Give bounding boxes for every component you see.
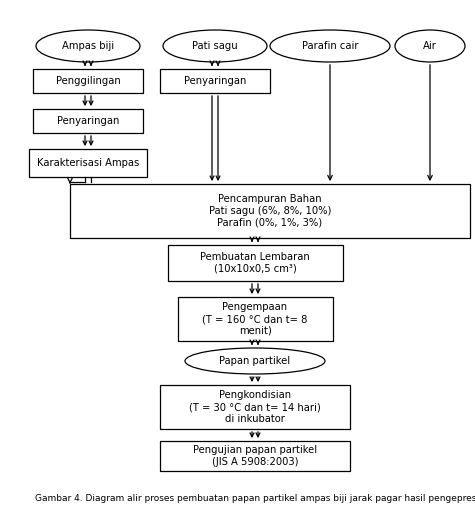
Text: Parafin cair: Parafin cair (302, 41, 358, 51)
Bar (29, 149, 147, 177)
Text: Pengempaan
(T = 160 °C dan t= 8
menit): Pengempaan (T = 160 °C dan t= 8 menit) (202, 303, 308, 336)
Bar (33, 69, 143, 93)
Text: Penyaringan: Penyaringan (57, 116, 119, 126)
Ellipse shape (36, 30, 140, 62)
Text: Pencampuran Bahan
Pati sagu (6%, 8%, 10%)
Parafin (0%, 1%, 3%): Pencampuran Bahan Pati sagu (6%, 8%, 10%… (209, 194, 331, 227)
Text: Pengujian papan partikel
(JIS A 5908:2003): Pengujian papan partikel (JIS A 5908:200… (193, 445, 317, 467)
Bar (178, 297, 332, 341)
Bar (160, 69, 270, 93)
Ellipse shape (270, 30, 390, 62)
Ellipse shape (395, 30, 465, 62)
Bar (168, 245, 342, 281)
Bar (33, 109, 143, 133)
Text: Penyaringan: Penyaringan (184, 76, 246, 86)
Text: Papan partikel: Papan partikel (219, 356, 291, 366)
Text: Gambar 4. Diagram alir proses pembuatan papan partikel ampas biji jarak pagar ha: Gambar 4. Diagram alir proses pembuatan … (35, 494, 475, 503)
Ellipse shape (163, 30, 267, 62)
Text: Ampas biji: Ampas biji (62, 41, 114, 51)
Text: Karakterisasi Ampas: Karakterisasi Ampas (37, 158, 139, 168)
Ellipse shape (185, 348, 325, 374)
Bar (160, 441, 350, 471)
Text: Pengkondisian
(T = 30 °C dan t= 14 hari)
di inkubator: Pengkondisian (T = 30 °C dan t= 14 hari)… (189, 390, 321, 424)
Text: Penggilingan: Penggilingan (56, 76, 120, 86)
Bar (160, 385, 350, 429)
Text: Pati sagu: Pati sagu (192, 41, 238, 51)
Bar (70, 184, 470, 238)
Text: Pembuatan Lembaran
(10x10x0,5 cm³): Pembuatan Lembaran (10x10x0,5 cm³) (200, 252, 310, 274)
Text: Air: Air (423, 41, 437, 51)
